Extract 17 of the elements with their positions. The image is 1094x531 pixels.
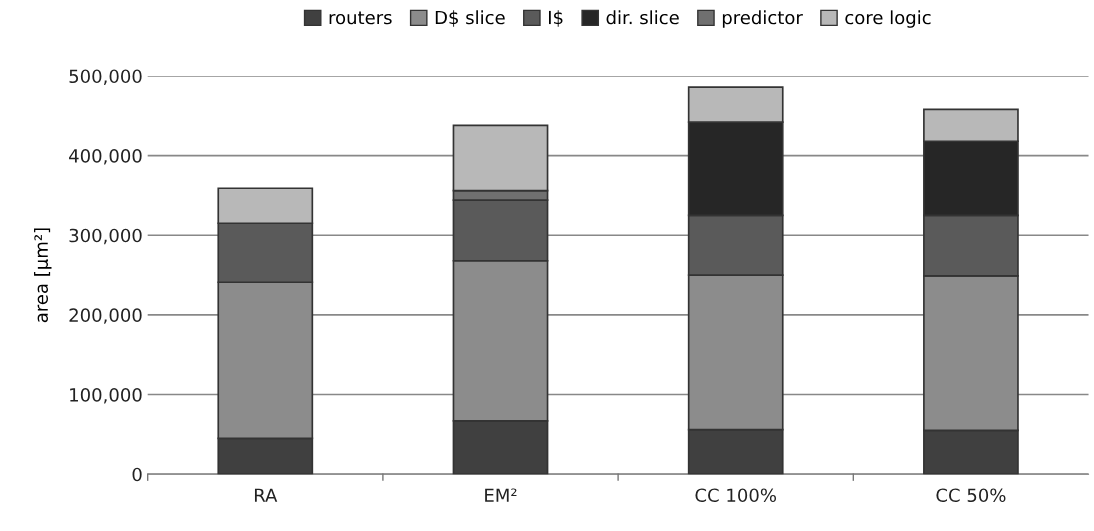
y-tick-label: 200,000: [69, 308, 142, 324]
y-tick-label: 300,000: [69, 228, 142, 245]
legend-label: I$: [548, 10, 563, 27]
x-tick-label: RA: [254, 488, 278, 502]
legend-label: predictor: [722, 10, 803, 28]
y-axis-title: area [µm²]: [34, 228, 52, 323]
y-tick-label: 0: [132, 467, 142, 482]
x-tick-label: CC 50%: [936, 488, 1006, 503]
legend-label: routers: [329, 11, 392, 25]
x-tick-label: EM²: [485, 488, 517, 502]
y-tick-label: 400,000: [69, 149, 142, 165]
legend-label: dir. slice: [606, 10, 679, 25]
legend-label: core logic: [845, 10, 931, 28]
y-tick-label: 500,000: [69, 69, 142, 85]
y-tick-label: 100,000: [70, 387, 142, 404]
legend-label: D$ slice: [435, 10, 505, 27]
x-tick-label: CC 100%: [695, 488, 776, 503]
